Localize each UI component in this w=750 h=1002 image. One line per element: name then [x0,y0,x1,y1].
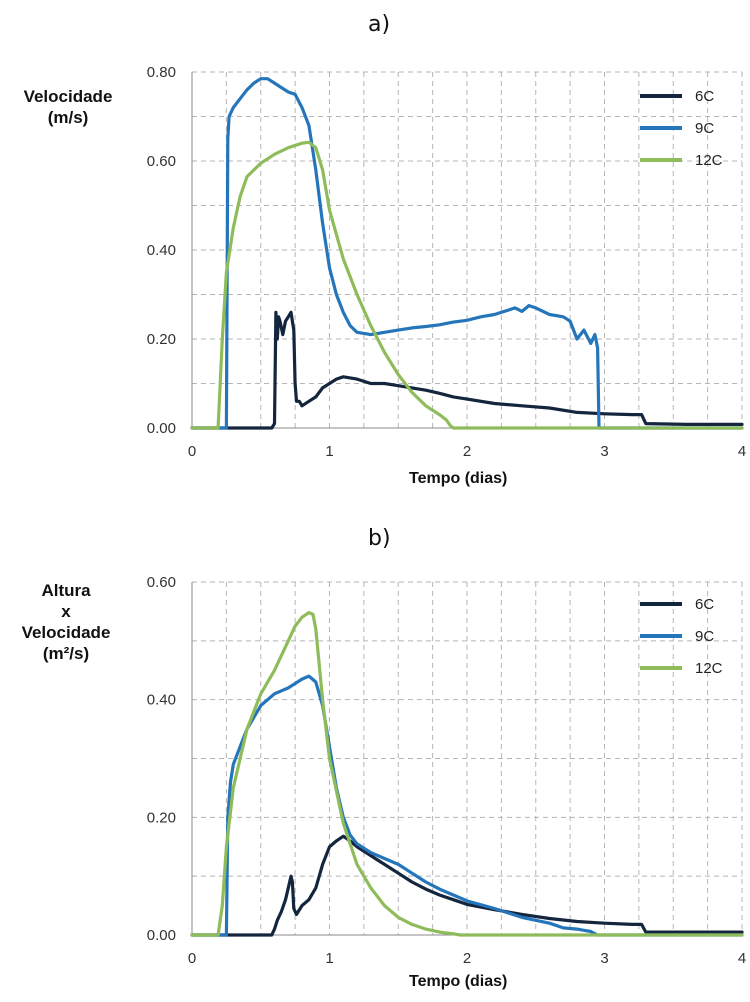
series-line-a-9c [190,77,744,430]
legend-label-a-9c: 9C [695,120,714,137]
x-tick-label-b: 2 [463,950,471,967]
x-tick-label-a: 3 [600,443,608,460]
y-axis-label-b-line3: Velocidade [21,623,111,642]
legend-label-a-12c: 12C [695,152,723,169]
y-axis-label-a: Velocidade (m/s) [8,86,128,128]
y-tick-label-b: 0.00 [147,927,176,944]
y-axis-label-b-line4: (m²/s) [42,644,90,663]
x-tick-label-b: 4 [738,950,746,967]
legend-label-b-9c: 9C [695,628,714,645]
series-line-a-12c [190,140,744,430]
x-tick-label-b: 3 [600,950,608,967]
y-tick-label-a: 0.40 [147,242,176,259]
x-axis-label-b: Tempo (dias) [409,973,508,990]
legend-label-a-6c: 6C [695,88,714,105]
series-line-b-12c [190,611,744,937]
series-line-b-6c [190,834,744,937]
panel-label-b: b) [368,526,391,551]
x-tick-label-a: 4 [738,443,746,460]
y-tick-label-a: 0.20 [147,331,176,348]
series-line-b-9c [190,674,744,937]
legend-label-b-6c: 6C [695,596,714,613]
x-tick-label-a: 2 [463,443,471,460]
y-tick-label-b: 0.60 [147,574,176,591]
x-tick-label-b: 1 [325,950,333,967]
x-tick-label-a: 0 [188,443,196,460]
y-tick-label-b: 0.20 [147,809,176,826]
y-axis-label-b-line2: x [61,602,71,621]
y-axis-label-b: Altura x Velocidade (m²/s) [2,580,130,664]
y-tick-label-b: 0.40 [147,692,176,709]
x-tick-label-a: 1 [325,443,333,460]
series-line-a-6c [190,310,744,430]
x-tick-label-b: 0 [188,950,196,967]
y-tick-label-a: 0.60 [147,153,176,170]
y-tick-label-a: 0.00 [147,420,176,437]
x-axis-label-a: Tempo (dias) [409,470,508,487]
y-axis-label-a-line2: (m/s) [47,108,89,127]
panel-label-a: a) [368,12,391,37]
y-tick-label-a: 0.80 [147,64,176,81]
legend-label-b-12c: 12C [695,660,723,677]
y-axis-label-b-line1: Altura [41,581,91,600]
y-axis-label-a-line1: Velocidade [23,87,113,106]
